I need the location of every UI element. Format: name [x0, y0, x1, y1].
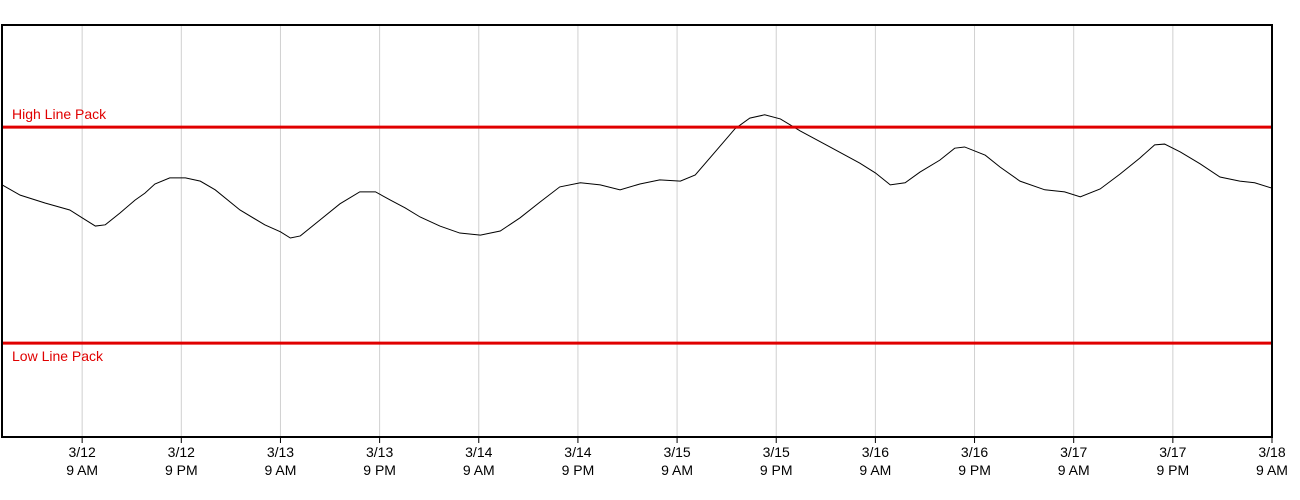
tick-time: 9 AM	[265, 462, 297, 478]
tick-date: 3/14	[465, 444, 492, 460]
x-tick-label: 3/15 9 PM	[760, 444, 793, 478]
x-tick-label: 3/13 9 PM	[363, 444, 396, 478]
x-tick-label: 3/17 9 AM	[1058, 444, 1090, 478]
tick-time: 9 AM	[1256, 462, 1288, 478]
x-tick-label: 3/12 9 PM	[165, 444, 198, 478]
tick-time: 9 AM	[661, 462, 693, 478]
tick-time: 9 PM	[958, 462, 991, 478]
reference-label: Low Line Pack	[12, 348, 104, 364]
tick-time: 9 PM	[363, 462, 396, 478]
x-tick-label: 3/16 9 PM	[958, 444, 991, 478]
tick-date: 3/13	[267, 444, 294, 460]
plot-border	[1, 24, 1273, 438]
tick-time: 9 PM	[165, 462, 198, 478]
plot-background	[2, 25, 1272, 437]
tick-date: 3/17	[1060, 444, 1087, 460]
x-tick-label: 3/17 9 PM	[1157, 444, 1190, 478]
x-tick-label: 3/12 9 AM	[66, 444, 98, 478]
x-tick-label: 3/14 9 AM	[463, 444, 495, 478]
x-tick-label: 3/13 9 AM	[265, 444, 297, 478]
tick-time: 9 AM	[1058, 462, 1090, 478]
reference-label: High Line Pack	[12, 106, 107, 122]
x-tick-label: 3/16 9 AM	[859, 444, 891, 478]
tick-date: 3/14	[564, 444, 591, 460]
tick-date: 3/12	[69, 444, 96, 460]
data-line	[1, 114, 1273, 239]
tick-date: 3/16	[862, 444, 889, 460]
x-tick-label: 3/14 9 PM	[562, 444, 595, 478]
tick-time: 9 PM	[562, 462, 595, 478]
tick-time: 9 PM	[760, 462, 793, 478]
tick-date: 3/16	[961, 444, 988, 460]
tick-date: 3/18	[1258, 444, 1285, 460]
tick-time: 9 AM	[859, 462, 891, 478]
tick-date: 3/15	[763, 444, 790, 460]
tick-date: 3/13	[366, 444, 393, 460]
tick-date: 3/15	[663, 444, 690, 460]
tick-time: 9 AM	[463, 462, 495, 478]
tick-time: 9 PM	[1157, 462, 1190, 478]
x-tick-label: 3/18 9 AM	[1256, 444, 1288, 478]
x-tick-label: 3/15 9 AM	[661, 444, 693, 478]
tick-date: 3/17	[1159, 444, 1186, 460]
tick-date: 3/12	[168, 444, 195, 460]
tick-time: 9 AM	[66, 462, 98, 478]
